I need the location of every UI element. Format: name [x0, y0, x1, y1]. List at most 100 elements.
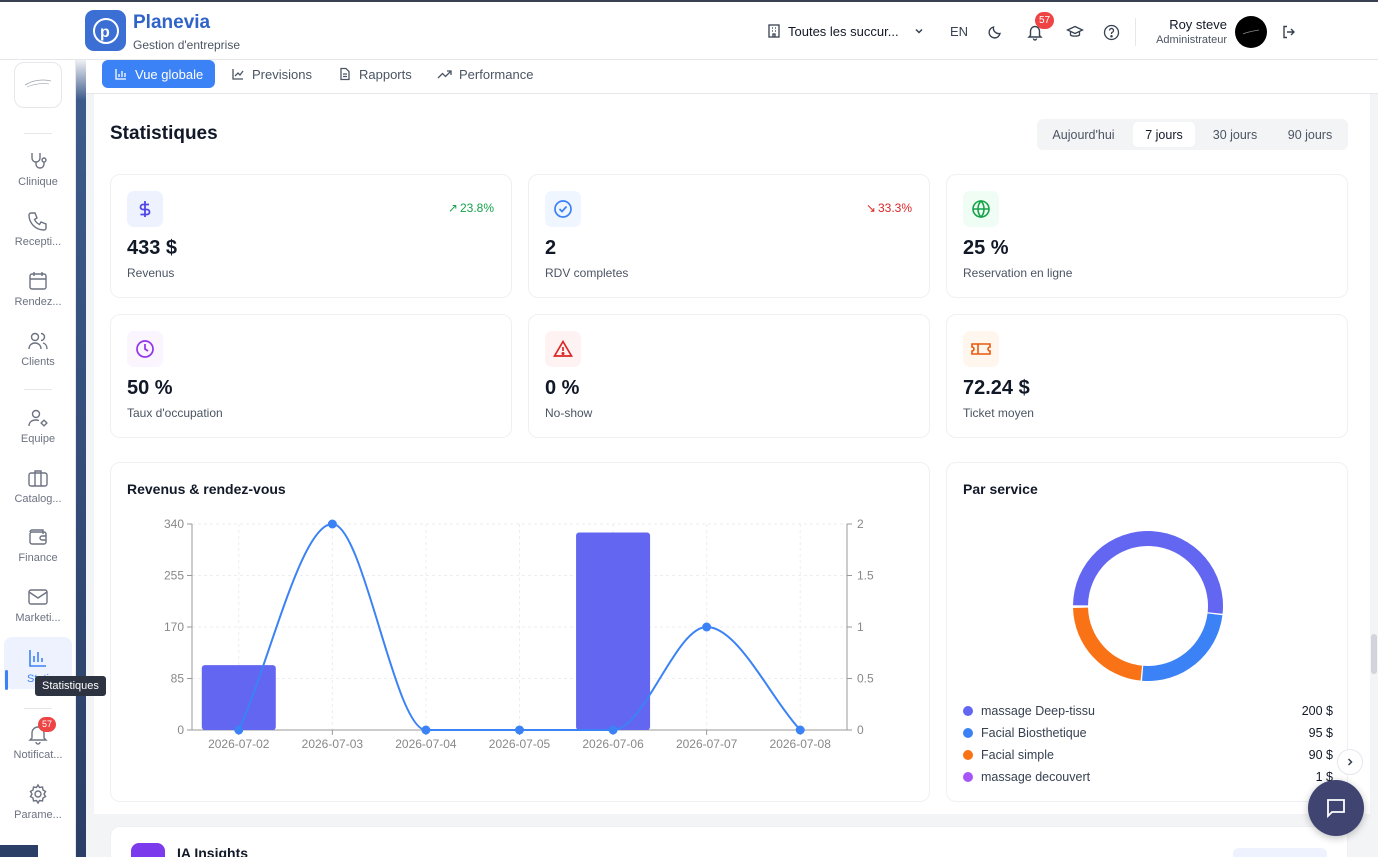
- legend-item: massage Deep-tissu 200 $: [963, 702, 1333, 720]
- sidebar-item-label: Marketi...: [15, 612, 61, 624]
- sidebar-item-clinique[interactable]: Clinique: [4, 150, 72, 200]
- settings-icon: [27, 783, 49, 805]
- x-tick-label: 2026-07-05: [489, 737, 551, 751]
- sidebar-item-label: Catalog...: [14, 493, 62, 505]
- tab-label: Previsions: [252, 66, 312, 82]
- kpi-card-rdv-completes: ↘ 33.3% 2 RDV completes: [528, 174, 930, 298]
- tab-rapports[interactable]: Rapports: [326, 60, 424, 88]
- sidebar-item-notifications[interactable]: Notificat...: [4, 723, 72, 773]
- tab-previsions[interactable]: Previsions: [219, 60, 324, 88]
- legend-value: 95 $: [1308, 726, 1333, 740]
- tab-label: Rapports: [359, 66, 412, 82]
- company-logo[interactable]: [14, 62, 62, 108]
- chevron-right-icon: [1344, 756, 1356, 768]
- x-tick-label: 2026-07-06: [582, 737, 644, 751]
- sidebar-item-rendez-vous[interactable]: Rendez...: [4, 270, 72, 320]
- calendar-icon: [27, 270, 49, 292]
- y-right-tick-label: 0.5: [857, 672, 874, 686]
- y-left-tick-label: 340: [164, 517, 184, 531]
- sidebar-item-label: Equipe: [20, 433, 56, 445]
- sidebar-footer: [0, 845, 38, 857]
- sidebar-item-label: Notificat...: [13, 749, 63, 761]
- sidebar-item-label: Recepti...: [14, 236, 62, 248]
- kpi-card-taux-occupation: 50 % Taux d'occupation: [110, 314, 512, 438]
- bell-icon[interactable]: [1025, 22, 1045, 42]
- sidebar-item-label: Parame...: [14, 809, 62, 821]
- date-range-selector: Aujourd'hui 7 jours 30 jours 90 jours: [1037, 119, 1348, 150]
- y-right-tick-label: 0: [857, 723, 864, 737]
- chevron-down-icon: [913, 25, 925, 37]
- tab-vue-globale[interactable]: Vue globale: [102, 60, 216, 88]
- insights-action-button[interactable]: [1233, 848, 1327, 857]
- tab-label: Vue globale: [135, 66, 204, 82]
- sidebar-item-label: Clients: [21, 356, 55, 368]
- bar-chart-icon: [27, 647, 49, 669]
- scroll-next-button[interactable]: [1337, 749, 1363, 775]
- sidebar-item-marketing[interactable]: Marketi...: [4, 586, 72, 636]
- sidebar-item-clients[interactable]: Clients: [4, 330, 72, 380]
- kpi-value: 0 %: [545, 377, 580, 399]
- scrollbar[interactable]: [1370, 94, 1378, 857]
- kpi-value: 25 %: [963, 237, 1009, 259]
- clock-icon: [127, 331, 163, 367]
- kpi-value: 2: [545, 237, 557, 259]
- chat-button[interactable]: [1308, 780, 1364, 836]
- tooltip: Statistiques: [35, 676, 106, 696]
- tab-performance[interactable]: Performance: [425, 60, 545, 88]
- donut-slice: [1142, 613, 1223, 681]
- trending-up-icon: [437, 67, 452, 81]
- globe-icon: [963, 191, 999, 227]
- kpi-card-no-show: 0 % No-show: [528, 314, 930, 438]
- y-right-tick-label: 1: [857, 620, 864, 634]
- legend-dot: [963, 728, 973, 738]
- sidebar-item-parametres[interactable]: Parame...: [4, 783, 72, 833]
- graduation-cap-icon[interactable]: [1065, 22, 1085, 42]
- app-logo[interactable]: p: [85, 10, 126, 51]
- trend-value: 23.8%: [459, 201, 494, 215]
- kpi-label: No-show: [545, 406, 593, 420]
- branch-selector-label: Toutes les succur...: [788, 23, 899, 39]
- branch-selector[interactable]: Toutes les succur...: [766, 23, 925, 39]
- y-left-tick-label: 255: [164, 569, 184, 583]
- briefcase-icon: [27, 467, 49, 489]
- language-switch[interactable]: EN: [950, 24, 969, 39]
- legend-label: Facial Biosthetique: [981, 726, 1087, 740]
- trending-up-icon: ↗: [447, 201, 458, 215]
- range-7-days[interactable]: 7 jours: [1133, 122, 1195, 147]
- logout-icon[interactable]: [1279, 22, 1299, 42]
- appointments-point: [234, 725, 244, 735]
- divider: [1135, 18, 1136, 46]
- x-tick-label: 2026-07-04: [395, 737, 457, 751]
- sidebar-notification-badge: 57: [38, 717, 56, 732]
- sidebar-item-finance[interactable]: Finance: [4, 526, 72, 576]
- appointments-point: [515, 725, 524, 735]
- kpi-label: Revenus: [127, 266, 175, 280]
- building-icon: [766, 23, 782, 39]
- sidebar-item-reception[interactable]: Recepti...: [4, 210, 72, 260]
- kpi-value: 50 %: [127, 377, 173, 399]
- user-role: Administrateur: [1156, 34, 1227, 46]
- kpi-label: Ticket moyen: [963, 406, 1034, 420]
- user-name[interactable]: Roy steve: [1169, 17, 1227, 32]
- divider: [24, 708, 52, 709]
- range-90-days[interactable]: 90 jours: [1287, 127, 1333, 142]
- sidebar-item-catalogue[interactable]: Catalog...: [4, 467, 72, 517]
- sidebar-item-equipe[interactable]: Equipe: [4, 407, 72, 457]
- legend-value: 200 $: [1301, 704, 1333, 718]
- ai-insights-panel: IA Insights: [110, 826, 1348, 857]
- legend-dot: [963, 706, 973, 716]
- y-right-tick-label: 2: [857, 517, 864, 531]
- ticket-icon: [963, 331, 999, 367]
- range-today[interactable]: Aujourd'hui: [1052, 127, 1115, 142]
- moon-icon[interactable]: [985, 22, 1005, 42]
- kpi-label: Reservation en ligne: [963, 266, 1073, 280]
- range-30-days[interactable]: 30 jours: [1212, 127, 1258, 142]
- avatar[interactable]: [1235, 16, 1267, 48]
- top-bar: p Planevia Gestion d'entreprise Toutes l…: [0, 0, 1378, 60]
- scrollbar-thumb[interactable]: [1371, 634, 1377, 674]
- sidebar: Clinique Recepti... Rendez... Clients Eq…: [0, 60, 76, 857]
- chart-title: Par service: [963, 481, 1038, 497]
- x-tick-label: 2026-07-08: [770, 737, 832, 751]
- kpi-label: RDV completes: [545, 266, 629, 280]
- help-icon[interactable]: [1101, 22, 1121, 42]
